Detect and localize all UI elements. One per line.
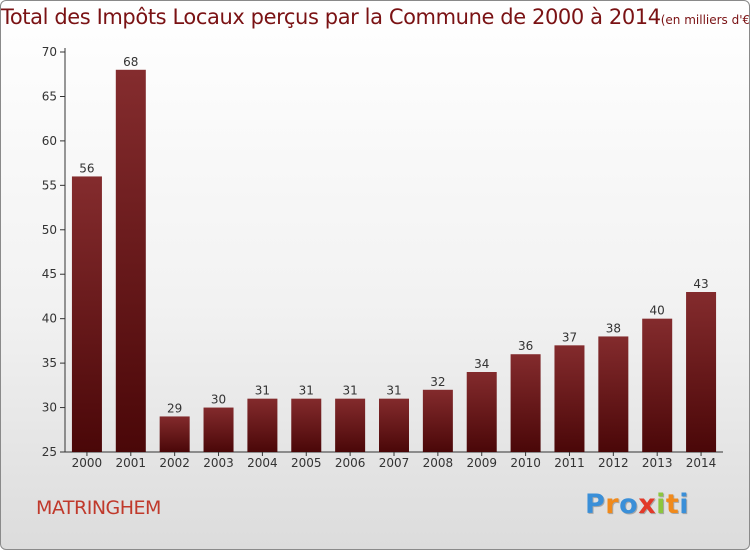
data-label: 31 bbox=[255, 384, 270, 398]
commune-name: MATRINGHEM bbox=[36, 497, 161, 519]
data-label: 68 bbox=[123, 55, 138, 69]
logo-letter: r bbox=[605, 489, 620, 520]
data-label: 36 bbox=[518, 339, 533, 353]
y-tick-label: 30 bbox=[42, 401, 57, 415]
logo-letter: i bbox=[656, 489, 666, 520]
data-label: 31 bbox=[342, 384, 357, 398]
bar bbox=[598, 336, 629, 452]
y-tick-label: 50 bbox=[42, 223, 57, 237]
bar bbox=[554, 345, 585, 452]
x-tick-label: 2012 bbox=[598, 456, 629, 470]
proxiti-logo: Proxiti bbox=[585, 489, 689, 520]
data-label: 30 bbox=[211, 393, 226, 407]
x-tick-label: 2005 bbox=[291, 456, 322, 470]
bar bbox=[291, 398, 322, 452]
bar bbox=[379, 398, 409, 452]
chart-title-text: Total des Impôts Locaux perçus par la Co… bbox=[1, 5, 661, 29]
x-tick-label: 2000 bbox=[72, 456, 103, 470]
x-tick-label: 2006 bbox=[335, 456, 366, 470]
data-label: 37 bbox=[562, 330, 577, 344]
y-tick-label: 40 bbox=[42, 312, 57, 326]
x-tick-label: 2007 bbox=[379, 456, 410, 470]
data-label: 31 bbox=[386, 384, 401, 398]
logo-letter: P bbox=[585, 489, 606, 520]
x-tick-label: 2014 bbox=[686, 456, 717, 470]
x-tick-label: 2008 bbox=[423, 456, 454, 470]
bar bbox=[466, 372, 497, 452]
y-tick-label: 55 bbox=[42, 178, 57, 192]
data-label: 38 bbox=[606, 321, 621, 335]
data-label: 43 bbox=[693, 277, 708, 291]
bar bbox=[159, 416, 190, 452]
x-tick-label: 2010 bbox=[510, 456, 541, 470]
y-tick-label: 35 bbox=[42, 356, 57, 370]
x-tick-label: 2004 bbox=[247, 456, 278, 470]
x-tick-label: 2011 bbox=[554, 456, 585, 470]
bar bbox=[71, 176, 102, 452]
bar bbox=[510, 354, 541, 452]
chart-title-unit: (en milliers d'€) bbox=[660, 13, 750, 27]
logo-letter: x bbox=[638, 489, 657, 520]
data-label: 56 bbox=[79, 161, 94, 175]
y-tick-label: 60 bbox=[42, 134, 57, 148]
chart-title: Total des Impôts Locaux perçus par la Co… bbox=[1, 5, 750, 29]
x-tick-label: 2003 bbox=[203, 456, 234, 470]
x-tick-label: 2001 bbox=[116, 456, 147, 470]
logo-letter: t bbox=[665, 489, 680, 520]
data-label: 32 bbox=[430, 375, 445, 389]
bar bbox=[686, 292, 717, 452]
y-tick-label: 65 bbox=[42, 89, 57, 103]
bar bbox=[115, 69, 146, 453]
data-label: 34 bbox=[474, 357, 489, 371]
y-tick-label: 25 bbox=[42, 445, 57, 459]
y-tick-label: 45 bbox=[42, 267, 57, 281]
y-tick-label: 70 bbox=[42, 45, 57, 59]
bar bbox=[247, 398, 278, 452]
bar bbox=[422, 389, 453, 452]
bar bbox=[642, 318, 673, 452]
x-tick-label: 2009 bbox=[466, 456, 497, 470]
data-label: 29 bbox=[167, 401, 182, 415]
data-label: 31 bbox=[299, 384, 314, 398]
x-tick-label: 2002 bbox=[159, 456, 190, 470]
bar bbox=[335, 398, 366, 452]
bar bbox=[203, 407, 234, 452]
logo-letter: o bbox=[619, 489, 639, 520]
data-label: 40 bbox=[650, 304, 665, 318]
logo-letter: i bbox=[679, 489, 690, 520]
x-tick-label: 2013 bbox=[642, 456, 673, 470]
